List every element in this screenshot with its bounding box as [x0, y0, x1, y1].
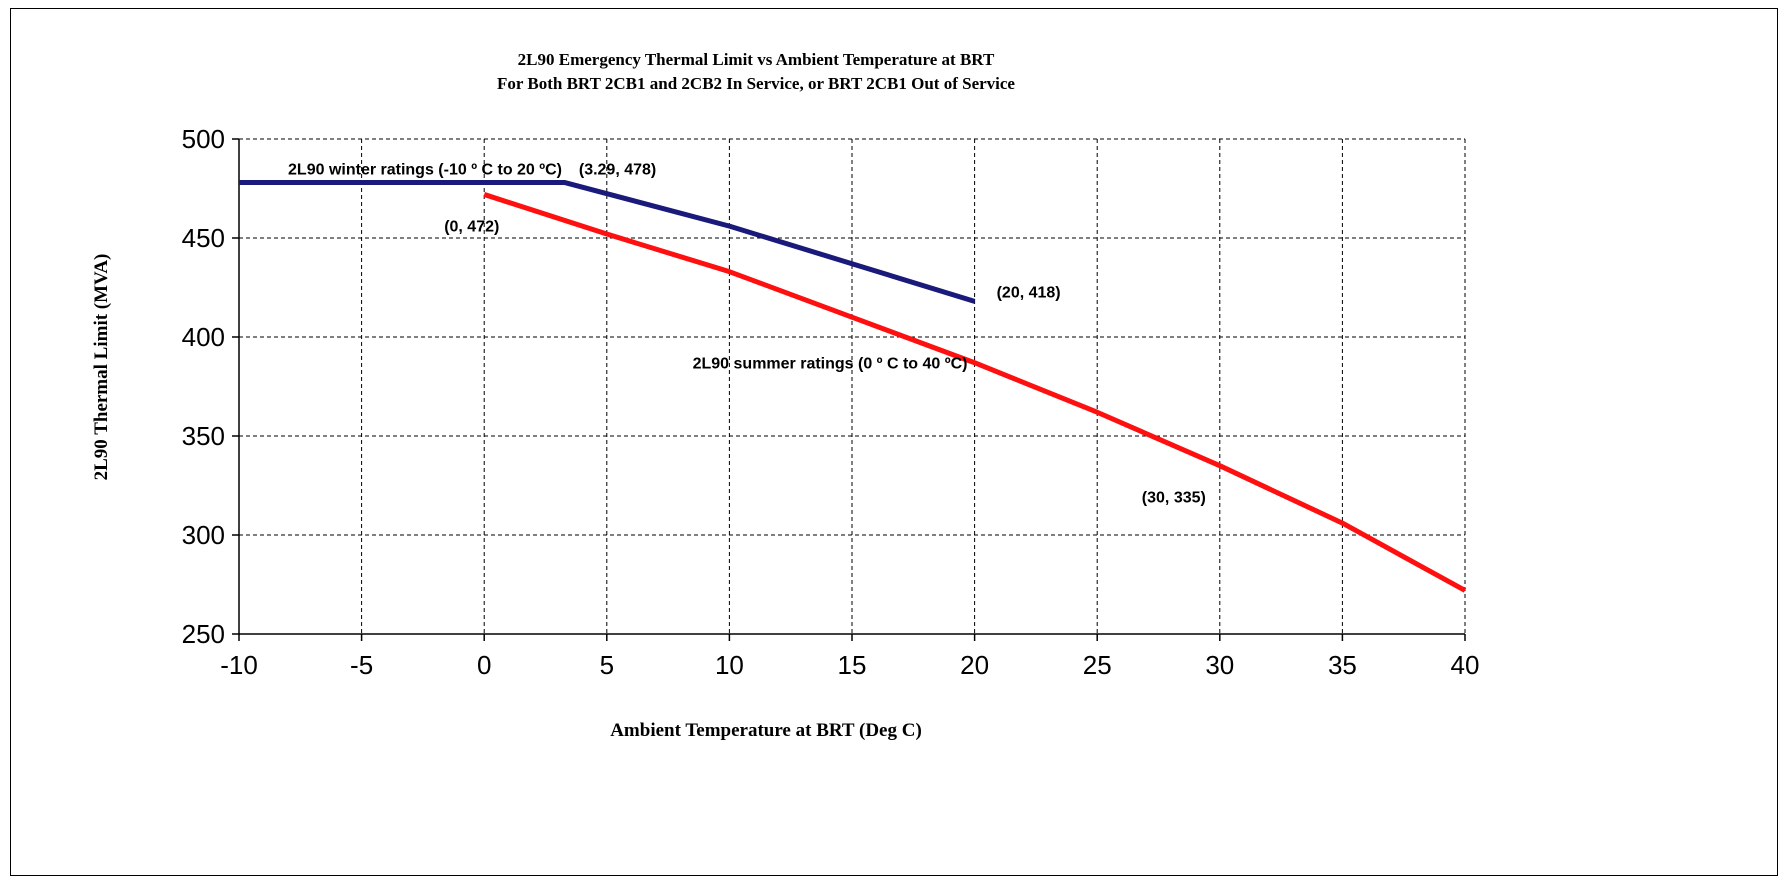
x-tick-label: 10: [715, 650, 744, 680]
summer-series-line: [483, 192, 1467, 593]
label-layer: 2L90 winter ratings (-10 º C to 20 ºC) 2L…: [288, 162, 1206, 507]
x-tick-label: 35: [1328, 650, 1357, 680]
series-layer: [239, 180, 1467, 593]
y-tick-label: 450: [182, 223, 225, 253]
y-tick-label: 350: [182, 421, 225, 451]
x-tick-label: 5: [600, 650, 614, 680]
summer-series-label: 2L90 summer ratings (0 º C to 40 ºC): [693, 356, 968, 373]
chart-title: 2L90 Emergency Thermal Limit vs Ambient …: [518, 50, 995, 69]
x-tick-label: 30: [1205, 650, 1234, 680]
winter-series-line: [239, 180, 976, 304]
x-tick-label: -5: [350, 650, 373, 680]
x-tick-label: 20: [960, 650, 989, 680]
x-tick-label: -10: [220, 650, 258, 680]
point-annotation: (0, 472): [444, 218, 499, 235]
x-tick-label: 25: [1083, 650, 1112, 680]
x-tick-label: 40: [1451, 650, 1480, 680]
grid-layer: [239, 138, 1466, 634]
x-tick-label: 15: [838, 650, 867, 680]
chart-subtitle: For Both BRT 2CB1 and 2CB2 In Service, o…: [497, 74, 1015, 93]
y-tick-label: 300: [182, 520, 225, 550]
y-tick-label: 250: [182, 619, 225, 649]
x-axis-title: Ambient Temperature at BRT (Deg C): [610, 720, 922, 741]
winter-series-label: 2L90 winter ratings (-10 º C to 20 ºC): [288, 162, 562, 179]
y-axis-title: 2L90 Thermal Limit (MVA): [91, 254, 112, 481]
axis-layer: -10 -5 0 5 10 15 20 25 30 35 40 250 300 350 400 450 500: [182, 124, 1480, 680]
y-tick-label: 400: [182, 322, 225, 352]
point-annotation: (30, 335): [1142, 490, 1206, 507]
chart-canvas: -10 -5 0 5 10 15 20 25 30 35 40250300350400450500 …: [91, 50, 1480, 741]
point-annotation: (20, 418): [997, 284, 1061, 301]
x-tick-label: 0: [477, 650, 491, 680]
chart-frame: -10 -5 0 5 10 15 20 25 30 35 40 250 300 350 400 450 500 …: [10, 8, 1778, 876]
point-annotation: (3.29, 478): [579, 162, 656, 179]
y-tick-label: 500: [182, 124, 225, 154]
